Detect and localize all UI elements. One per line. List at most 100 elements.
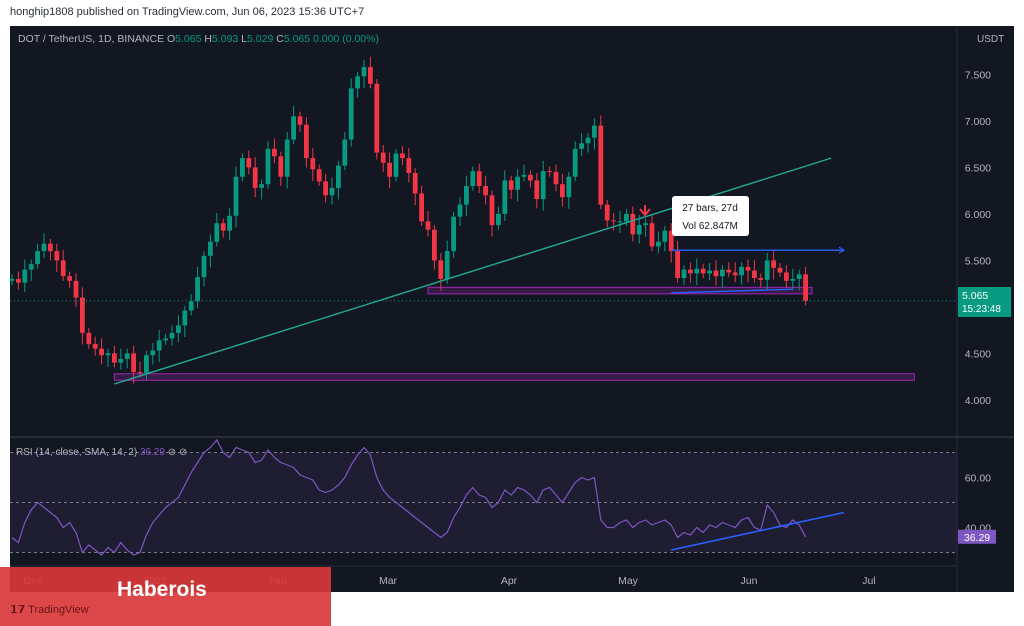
- candle-body: [73, 280, 79, 298]
- rsi-title: RSI (14, close, SMA, 14, 2): [16, 447, 138, 458]
- candle-body: [713, 270, 719, 277]
- settings-icon[interactable]: ⊘: [178, 447, 188, 458]
- candle-body: [470, 171, 476, 187]
- y-tick-label: 7.000: [965, 116, 991, 128]
- candle-body: [528, 174, 533, 181]
- candle-body: [323, 181, 328, 196]
- candle-body: [208, 241, 213, 256]
- rsi-uptrend: [671, 511, 845, 551]
- candle-body: [598, 125, 604, 205]
- candle-body: [425, 221, 431, 230]
- y-tick-label: 4.000: [965, 395, 991, 407]
- candle-body: [124, 353, 130, 359]
- candle-body: [67, 276, 72, 281]
- candle-body: [444, 251, 450, 279]
- candle-body: [515, 176, 520, 190]
- ohlc-change: 0.000 (0.00%): [313, 33, 379, 45]
- candle-body: [720, 269, 725, 277]
- candle-body: [48, 243, 53, 252]
- price-badge: [958, 287, 1011, 317]
- uptrend: [114, 157, 832, 385]
- candle-body: [553, 172, 559, 185]
- candle-body: [169, 332, 175, 339]
- rsi-value: 36.29: [139, 447, 165, 458]
- candle-body: [86, 332, 92, 345]
- candle-body: [291, 116, 296, 140]
- candle-body: [694, 268, 700, 274]
- candle-body: [259, 184, 264, 188]
- zones: [113, 286, 915, 381]
- ohlc-high: 5.093: [211, 33, 239, 45]
- candle-body: [675, 251, 680, 279]
- candle-body: [771, 260, 776, 268]
- support-zone-lower: [113, 373, 915, 381]
- candle-body: [118, 358, 124, 363]
- candle-body: [176, 325, 181, 333]
- candle-body: [572, 148, 578, 177]
- measure-bars: 27 bars, 27d: [682, 203, 738, 214]
- ohlc-open: 5.065: [175, 33, 202, 45]
- candle-body: [374, 83, 380, 153]
- candle-body: [489, 195, 495, 226]
- candle-body: [316, 169, 322, 182]
- candle-body: [534, 180, 540, 200]
- candle-body: [662, 230, 668, 242]
- symbol-legend[interactable]: DOT / TetherUS, 1D, BINANCE O5.065 H5.09…: [18, 33, 379, 45]
- candle-body: [297, 116, 303, 125]
- candle-body: [272, 148, 277, 157]
- candle-body: [112, 353, 117, 363]
- candle-body: [758, 278, 764, 280]
- rsi-y-tick: 60.00: [965, 473, 991, 485]
- candle-body: [681, 269, 687, 279]
- candle-body: [745, 266, 751, 271]
- candle-body: [105, 353, 111, 356]
- x-tick-label: Jul: [862, 575, 875, 587]
- candle-body: [246, 158, 252, 168]
- candle-body: [201, 255, 207, 278]
- candle-body: [80, 297, 85, 333]
- candle-body: [252, 167, 258, 188]
- candle-body: [28, 264, 34, 270]
- x-tick-label: Apr: [501, 575, 518, 587]
- y-tick-label: 5.500: [965, 255, 991, 267]
- drawings: [10, 157, 957, 385]
- candle-body: [355, 76, 360, 89]
- grid: [10, 26, 1014, 592]
- candle-body: [604, 204, 610, 221]
- candle-body: [547, 171, 552, 173]
- candle-body: [163, 338, 168, 341]
- candle-body: [240, 158, 245, 177]
- candle-body: [752, 270, 757, 279]
- candle-body: [406, 158, 412, 174]
- candle-body: [483, 186, 488, 196]
- candle-body: [803, 274, 808, 301]
- candle-body: [278, 156, 284, 177]
- candle-body: [457, 204, 463, 217]
- axes: USDT4.0004.5005.5006.0006.5007.0007.500D…: [24, 34, 1005, 587]
- candle-body: [22, 269, 28, 283]
- measure-arrowhead: [838, 246, 846, 254]
- candle-body: [540, 171, 546, 200]
- candle-body: [656, 241, 661, 247]
- candle-body: [566, 176, 572, 198]
- x-tick-label: May: [618, 575, 639, 587]
- candle-body: [336, 165, 341, 188]
- candle-body: [144, 355, 149, 373]
- ohlc-close: 5.065: [283, 33, 311, 45]
- candle-body: [412, 173, 418, 194]
- candle-body: [732, 272, 738, 276]
- candle-body: [726, 269, 732, 273]
- rsi-legend[interactable]: RSI (14, close, SMA, 14, 2) 36.29 ⊘ ⊘: [16, 447, 187, 458]
- y-tick-label: 7.500: [965, 69, 991, 81]
- watermark-banner: [0, 567, 331, 626]
- candle-body: [476, 171, 482, 187]
- candle-body: [700, 268, 706, 274]
- eye-icon[interactable]: ⊘: [167, 447, 177, 458]
- candle-body: [739, 266, 744, 276]
- candle-body: [380, 152, 386, 163]
- ohlc-open-label: O: [167, 33, 176, 45]
- overlays: 27 bars, 27d Vol 62.847M 5.065 15:23:48 36.2…: [639, 196, 1011, 544]
- candle-body: [16, 278, 21, 283]
- candle-body: [502, 180, 508, 214]
